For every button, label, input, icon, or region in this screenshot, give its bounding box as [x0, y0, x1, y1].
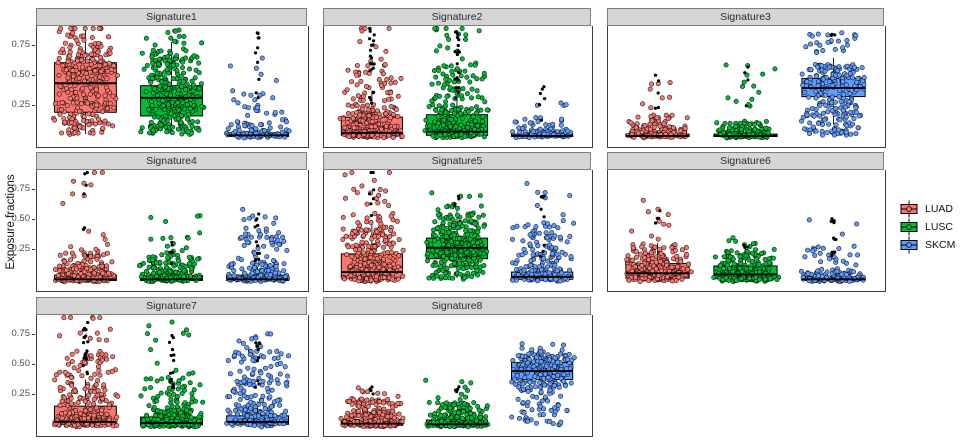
legend-item-skcm: SKCM: [898, 236, 955, 254]
facet-title: Signature5: [431, 155, 483, 167]
y-tick-label: 0.25: [11, 243, 31, 255]
facet-strip: Signature7: [36, 297, 307, 315]
facet-signature2: Signature2: [323, 8, 593, 148]
y-tick-label: 0.75: [11, 182, 31, 194]
facet-strip: Signature2: [323, 8, 591, 26]
facet-signature8: Signature8: [323, 297, 593, 437]
y-tick-mark: [32, 394, 35, 396]
legend-item-lusc: LUSC: [898, 218, 955, 236]
facet-panel: [323, 315, 593, 437]
facet-strip: Signature3: [607, 8, 884, 26]
legend-label: LUSC: [925, 221, 954, 233]
legend-label: LUAD: [925, 203, 954, 215]
boxplot-key-icon: [900, 236, 918, 254]
y-tick-mark: [32, 219, 35, 220]
facet-title: Signature1: [146, 11, 197, 23]
y-tick-mark: [32, 364, 35, 365]
facet-title: Signature2: [431, 11, 483, 23]
facet-signature6: Signature6: [607, 152, 886, 292]
facet-panel: [607, 170, 886, 292]
legend-item-luad: LUAD: [898, 200, 955, 218]
boxplot-key-icon: [900, 218, 918, 236]
facet-strip: Signature5: [323, 152, 591, 170]
facet-signature7: Signature7: [36, 297, 309, 437]
facet-signature4: Signature4: [36, 152, 309, 292]
facet-signature1: Signature1: [36, 8, 309, 148]
y-tick-label: 0.50: [11, 213, 31, 224]
facet-title: Signature4: [146, 155, 197, 167]
y-tick-label: 0.50: [11, 69, 31, 80]
facet-panel: [36, 315, 309, 437]
y-tick-mark: [32, 249, 35, 251]
y-tick-label: 0.75: [11, 38, 31, 50]
y-tick-label: 0.25: [11, 99, 31, 111]
facet-panel: [323, 26, 593, 148]
facet-title: Signature6: [720, 155, 771, 167]
facet-strip: Signature1: [36, 8, 307, 26]
y-tick-mark: [32, 105, 35, 107]
facet-strip: Signature8: [323, 297, 591, 315]
facet-title: Signature3: [720, 11, 771, 23]
legend: LUAD LUSC SKCM: [898, 200, 955, 254]
facet-title: Signature7: [146, 300, 197, 312]
y-tick-label: 0.25: [11, 388, 31, 400]
facet-panel: [607, 26, 886, 148]
facet-strip: Signature4: [36, 152, 307, 170]
y-tick-mark: [32, 75, 35, 76]
facet-strip: Signature6: [607, 152, 884, 170]
boxplot-key-icon: [900, 200, 918, 218]
facet-panel: [36, 26, 309, 148]
facet-signature5: Signature5: [323, 152, 593, 292]
legend-label: SKCM: [925, 239, 956, 251]
y-tick-label: 0.50: [11, 358, 31, 369]
facet-panel: [36, 170, 309, 292]
y-tick-mark: [32, 333, 35, 335]
facet-signature3: Signature3: [607, 8, 886, 148]
facet-panel: [323, 170, 593, 292]
facet-title: Signature8: [431, 300, 483, 312]
y-tick-mark: [32, 44, 35, 46]
y-tick-label: 0.75: [11, 327, 31, 339]
y-tick-mark: [32, 188, 35, 190]
